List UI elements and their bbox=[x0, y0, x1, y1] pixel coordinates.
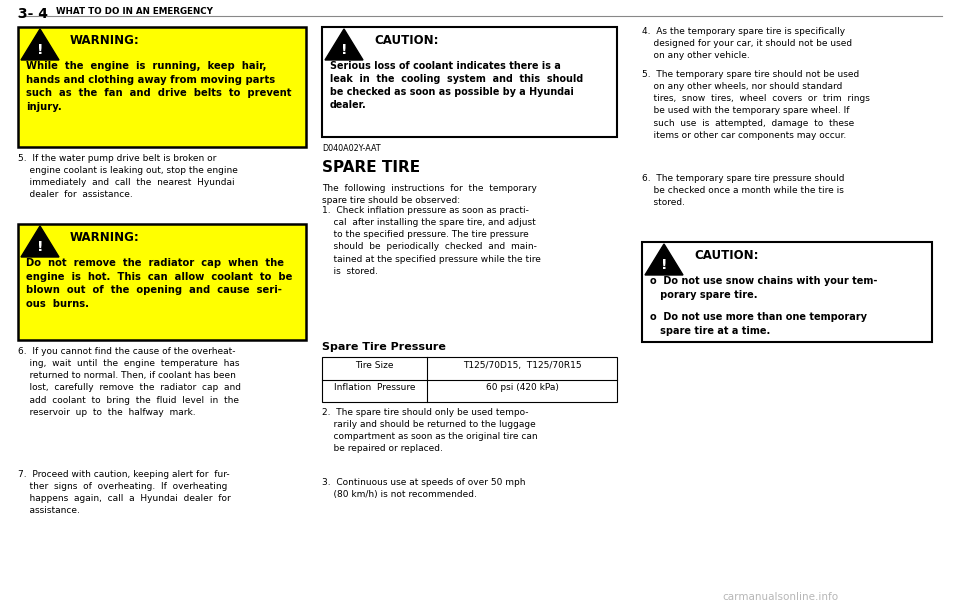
Text: SPARE TIRE: SPARE TIRE bbox=[322, 160, 420, 175]
Text: Inflation  Pressure: Inflation Pressure bbox=[334, 384, 416, 392]
Text: Do  not  remove  the  radiator  cap  when  the
engine  is  hot.  This  can  allo: Do not remove the radiator cap when the … bbox=[26, 258, 293, 309]
Text: Spare Tire Pressure: Spare Tire Pressure bbox=[322, 342, 445, 352]
Polygon shape bbox=[645, 244, 683, 275]
Text: 4.  As the temporary spare tire is specifically
    designed for your car, it sh: 4. As the temporary spare tire is specif… bbox=[642, 27, 852, 61]
Text: Tire Size: Tire Size bbox=[355, 361, 394, 370]
Text: CAUTION:: CAUTION: bbox=[374, 34, 439, 47]
Text: Serious loss of coolant indicates there is a
leak  in  the  cooling  system  and: Serious loss of coolant indicates there … bbox=[330, 61, 583, 110]
Text: 1.  Check inflation pressure as soon as practi-
    cal  after installing the sp: 1. Check inflation pressure as soon as p… bbox=[322, 206, 540, 276]
Polygon shape bbox=[21, 226, 59, 257]
Polygon shape bbox=[21, 29, 59, 60]
FancyBboxPatch shape bbox=[18, 27, 306, 147]
Text: 3.  Continuous use at speeds of over 50 mph
    (80 km/h) is not recommended.: 3. Continuous use at speeds of over 50 m… bbox=[322, 478, 525, 499]
Text: o  Do not use more than one temporary
   spare tire at a time.: o Do not use more than one temporary spa… bbox=[650, 312, 867, 335]
FancyBboxPatch shape bbox=[642, 242, 932, 342]
FancyBboxPatch shape bbox=[322, 357, 617, 402]
Text: D040A02Y-AAT: D040A02Y-AAT bbox=[322, 144, 380, 153]
Text: 60 psi (420 kPa): 60 psi (420 kPa) bbox=[486, 384, 559, 392]
Polygon shape bbox=[325, 29, 363, 60]
Text: WHAT TO DO IN AN EMERGENCY: WHAT TO DO IN AN EMERGENCY bbox=[56, 7, 213, 16]
Text: CAUTION:: CAUTION: bbox=[694, 249, 758, 262]
Text: 5.  If the water pump drive belt is broken or
    engine coolant is leaking out,: 5. If the water pump drive belt is broke… bbox=[18, 154, 238, 200]
Text: T125/70D15,  T125/70R15: T125/70D15, T125/70R15 bbox=[463, 361, 582, 370]
Text: !: ! bbox=[341, 43, 348, 57]
Text: While  the  engine  is  running,  keep  hair,
hands and clothing away from movin: While the engine is running, keep hair, … bbox=[26, 61, 292, 112]
Text: 6.  The temporary spare tire pressure should
    be checked once a month while t: 6. The temporary spare tire pressure sho… bbox=[642, 174, 845, 207]
Text: 2.  The spare tire should only be used tempo-
    rarily and should be returned : 2. The spare tire should only be used te… bbox=[322, 408, 538, 453]
Text: The  following  instructions  for  the  temporary
spare tire should be observed:: The following instructions for the tempo… bbox=[322, 184, 537, 205]
Text: WARNING:: WARNING: bbox=[70, 231, 140, 244]
Text: 3- 4: 3- 4 bbox=[18, 7, 48, 21]
FancyBboxPatch shape bbox=[322, 27, 617, 137]
Text: 6.  If you cannot find the cause of the overheat-
    ing,  wait  until  the  en: 6. If you cannot find the cause of the o… bbox=[18, 347, 241, 417]
Text: 5.  The temporary spare tire should not be used
    on any other wheels, nor sho: 5. The temporary spare tire should not b… bbox=[642, 70, 870, 140]
Text: !: ! bbox=[36, 43, 43, 57]
Text: 7.  Proceed with caution, keeping alert for  fur-
    ther  signs  of  overheati: 7. Proceed with caution, keeping alert f… bbox=[18, 470, 230, 515]
Text: !: ! bbox=[36, 240, 43, 254]
Text: o  Do not use snow chains with your tem-
   porary spare tire.: o Do not use snow chains with your tem- … bbox=[650, 276, 877, 300]
Text: !: ! bbox=[660, 258, 667, 272]
Text: carmanualsonline.info: carmanualsonline.info bbox=[722, 592, 838, 602]
FancyBboxPatch shape bbox=[18, 224, 306, 340]
Text: WARNING:: WARNING: bbox=[70, 34, 140, 47]
